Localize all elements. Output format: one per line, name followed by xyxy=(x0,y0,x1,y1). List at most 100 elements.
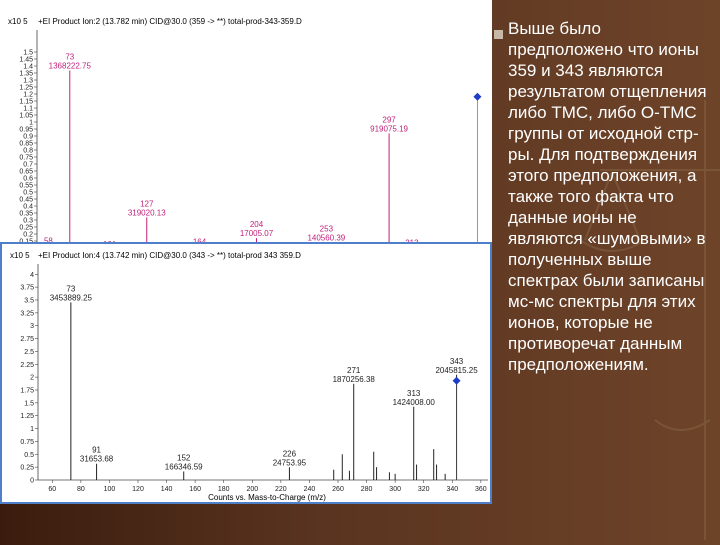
y-tick-label: 2.25 xyxy=(20,362,34,369)
peak-mz-label: 152 xyxy=(177,453,191,462)
y-tick-label: 0.5 xyxy=(24,452,34,459)
x-tick-label: 220 xyxy=(275,486,287,493)
y-tick-label: 0.55 xyxy=(19,183,33,190)
peak-abundance-label: 140560.39 xyxy=(307,233,345,242)
y-tick-label: 1.5 xyxy=(23,50,33,57)
y-tick-label: 0.8 xyxy=(23,148,33,155)
y-tick-label: 0.75 xyxy=(20,439,34,446)
peak-abundance-label: 17005.07 xyxy=(240,229,274,238)
x-tick-label: 180 xyxy=(218,486,230,493)
peak-mz-label: 343 xyxy=(450,357,464,366)
y-tick-label: 0.65 xyxy=(19,169,33,176)
peak-mz-label: 73 xyxy=(66,284,75,293)
y-tick-label: 0.6 xyxy=(23,176,33,183)
precursor-marker xyxy=(452,376,461,385)
y-tick-label: 1.3 xyxy=(23,78,33,85)
y-tick-label: 0.85 xyxy=(19,141,33,148)
peak-abundance-label: 31653.68 xyxy=(80,455,114,464)
peak-abundance-label: 1368222.75 xyxy=(49,61,92,70)
y-tick-label: 2.75 xyxy=(20,336,34,343)
peak-mz-label: 253 xyxy=(320,224,334,233)
y-tick-label: 3.5 xyxy=(24,298,34,305)
peak-abundance-label: 1870256.38 xyxy=(333,375,376,384)
chart-title: +EI Product Ion:4 (13.742 min) CID@30.0 … xyxy=(38,251,301,260)
y-tick-label: 4 xyxy=(30,272,34,279)
y-tick-label: 1 xyxy=(30,426,34,433)
y-tick-label: 1.15 xyxy=(19,99,33,106)
y-tick-label: 0.9 xyxy=(23,134,33,141)
y-tick-label: 1.25 xyxy=(19,85,33,92)
x-tick-label: 160 xyxy=(189,486,201,493)
x-tick-label: 260 xyxy=(332,486,344,493)
y-tick-label: 1.5 xyxy=(24,400,34,407)
y-tick-label: 0.4 xyxy=(23,204,33,211)
peak-abundance-label: 319020.13 xyxy=(128,208,166,217)
peak-mz-label: 297 xyxy=(382,115,396,124)
peak-mz-label: 313 xyxy=(405,239,419,242)
x-tick-label: 60 xyxy=(48,486,56,493)
y-tick-label: 3.25 xyxy=(20,310,34,317)
y-tick-label: 0.3 xyxy=(23,218,33,225)
y-tick-label: 0.7 xyxy=(23,162,33,169)
y-tick-label: 0.2 xyxy=(23,232,33,239)
y-tick-label: 3 xyxy=(30,323,34,330)
x-tick-label: 280 xyxy=(361,486,373,493)
x-tick-label: 340 xyxy=(446,486,458,493)
y-tick-label: 1 xyxy=(29,120,33,127)
y-tick-label: 0 xyxy=(30,478,34,485)
x-axis-label: Counts vs. Mass-to-Charge (m/z) xyxy=(208,493,326,502)
peak-abundance-label: 24753.95 xyxy=(273,458,307,467)
peak-mz-label: 164 xyxy=(193,237,207,242)
y-tick-label: 2 xyxy=(30,375,34,382)
x-tick-label: 300 xyxy=(389,486,401,493)
y-tick-label: 0.25 xyxy=(19,225,33,232)
x-tick-label: 120 xyxy=(132,486,144,493)
slide-description: Выше было предположено что ионы 359 и 34… xyxy=(508,19,707,374)
spectrum-chart-bottom-svg: x10 5 +EI Product Ion:4 (13.742 min) CID… xyxy=(10,251,488,502)
x-tick-label: 360 xyxy=(475,486,487,493)
x-tick-label: 100 xyxy=(104,486,116,493)
y-multiplier-label: x10 5 xyxy=(10,251,30,260)
peak-mz-label: 58 xyxy=(44,236,53,242)
peak-mz-label: 91 xyxy=(92,446,101,455)
y-tick-label: 0.95 xyxy=(19,127,33,134)
peak-abundance-label: 166346.59 xyxy=(165,462,203,471)
y-tick-label: 0.15 xyxy=(19,239,33,243)
x-tick-label: 140 xyxy=(161,486,173,493)
peak-mz-label: 101 xyxy=(103,240,117,242)
x-tick-label: 200 xyxy=(246,486,258,493)
y-tick-label: 1.05 xyxy=(19,113,33,120)
x-tick-label: 240 xyxy=(304,486,316,493)
peak-abundance-label: 919075.19 xyxy=(370,124,408,133)
peak-mz-label: 313 xyxy=(407,389,421,398)
x-tick-label: 80 xyxy=(77,486,85,493)
y-tick-label: 0.35 xyxy=(19,211,33,218)
peak-abundance-label: 1424008.00 xyxy=(393,398,436,407)
y-tick-label: 1.25 xyxy=(20,413,34,420)
peak-mz-label: 271 xyxy=(347,366,361,375)
spectrum-chart-top: x10 5 +EI Product Ion:2 (13.782 min) CID… xyxy=(0,0,492,242)
spectrum-chart-bottom: x10 5 +EI Product Ion:4 (13.742 min) CID… xyxy=(0,242,492,504)
y-multiplier-label: x10 5 xyxy=(8,17,28,26)
y-tick-label: 0.5 xyxy=(23,190,33,197)
y-tick-label: 0.45 xyxy=(19,197,33,204)
peak-mz-label: 226 xyxy=(283,449,297,458)
y-tick-label: 1.45 xyxy=(19,57,33,64)
y-tick-label: 1.75 xyxy=(20,388,34,395)
y-tick-label: 1.4 xyxy=(23,64,33,71)
y-tick-label: 0.25 xyxy=(20,465,34,472)
peak-mz-label: 204 xyxy=(250,220,264,229)
spectrum-chart-top-svg: x10 5 +EI Product Ion:2 (13.782 min) CID… xyxy=(8,17,482,243)
y-tick-label: 1.35 xyxy=(19,71,33,78)
y-tick-label: 2.5 xyxy=(24,349,34,356)
y-tick-label: 3.75 xyxy=(20,285,34,292)
x-tick-label: 320 xyxy=(418,486,430,493)
chart-title: +EI Product Ion:2 (13.782 min) CID@30.0 … xyxy=(38,17,302,26)
y-tick-label: 1.2 xyxy=(23,92,33,99)
peak-abundance-label: 2045815.25 xyxy=(435,366,478,375)
peak-mz-label: 127 xyxy=(140,199,154,208)
y-tick-label: 1.1 xyxy=(23,106,33,113)
peak-mz-label: 73 xyxy=(65,52,74,61)
precursor-marker xyxy=(473,92,482,101)
